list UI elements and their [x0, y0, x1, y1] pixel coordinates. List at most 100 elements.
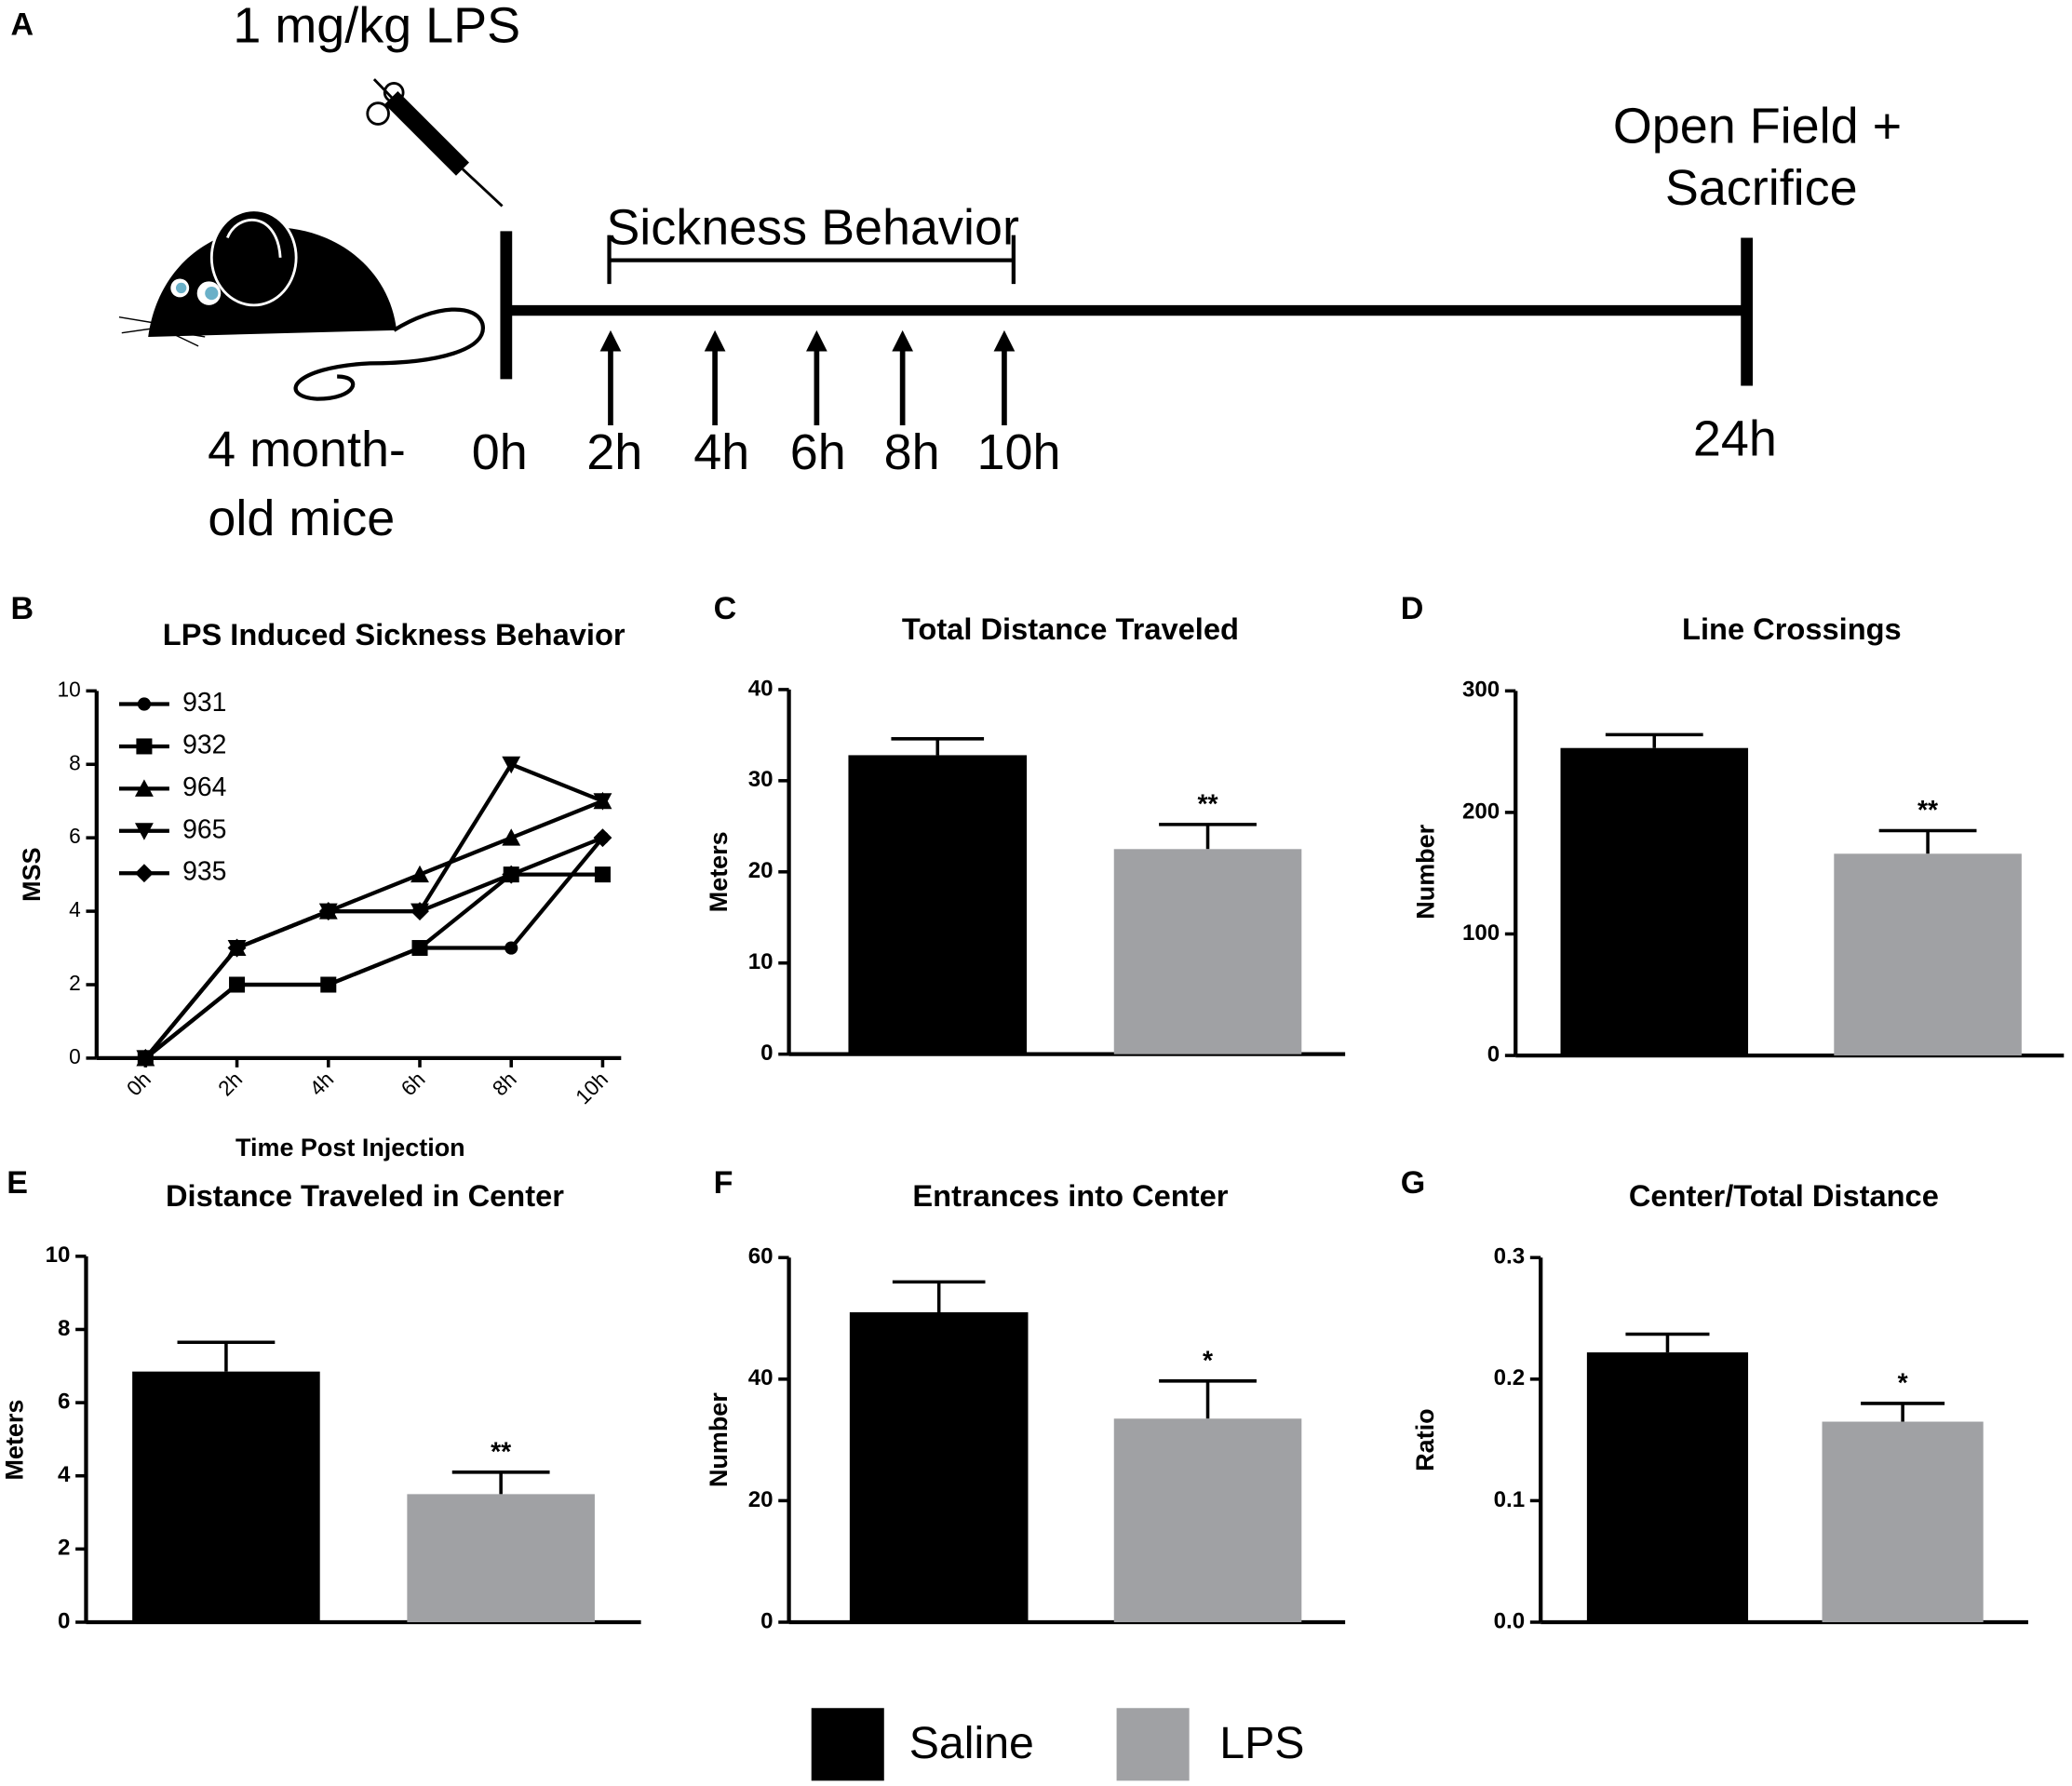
series-line: [143, 836, 604, 1060]
time-label: 0h: [472, 424, 528, 480]
marker: [318, 902, 338, 921]
y-axis-label: MSS: [18, 847, 46, 901]
y-axis-label: Number: [705, 1392, 733, 1487]
legend-label: 931: [182, 688, 226, 718]
subject-label: old mice: [208, 490, 395, 546]
x-tick-label: 4h: [304, 1067, 338, 1100]
panel-label: E: [7, 1165, 28, 1201]
time-label: 8h: [884, 424, 940, 480]
x-tick-label: 6h: [396, 1067, 429, 1100]
marker: [137, 697, 152, 711]
y-tick-label: 0: [760, 1041, 773, 1066]
chart-title: Center/Total Distance: [1629, 1178, 1939, 1213]
marker: [502, 756, 521, 774]
y-tick-label: 10: [58, 677, 81, 701]
chart-title: Distance Traveled in Center: [166, 1178, 564, 1213]
chart-title: Line Crossings: [1682, 611, 1902, 646]
y-tick-label: 0.2: [1494, 1365, 1526, 1390]
timeline-panel: A 1 mg/kg LPS 4 month- old mice Open Fie…: [11, 0, 1903, 546]
y-tick-label: 6: [69, 824, 81, 848]
bar: [132, 1371, 320, 1622]
y-axis-label: Meters: [0, 1400, 28, 1481]
x-axis-label: Time Post Injection: [235, 1134, 465, 1162]
y-tick-label: 40: [748, 1365, 774, 1390]
bar: [1560, 747, 1749, 1056]
legend-label: 935: [182, 857, 226, 887]
time-label: 2h: [586, 424, 642, 480]
legend-swatch: [1116, 1708, 1190, 1781]
series-line: [144, 872, 603, 1060]
significance-label: *: [1898, 1369, 1909, 1399]
subject-label: 4 month-: [208, 422, 406, 477]
x-tick-label: 2h: [213, 1067, 247, 1100]
endpoint-label: Sacrifice: [1665, 160, 1858, 216]
y-tick-label: 200: [1462, 799, 1500, 824]
marker: [593, 793, 612, 811]
chart-title: Entrances into Center: [912, 1178, 1228, 1213]
y-axis-label: Ratio: [1411, 1408, 1439, 1470]
bar: [1586, 1352, 1749, 1622]
y-tick-label: 4: [58, 1462, 71, 1487]
marker: [502, 865, 521, 884]
legend-label: 964: [182, 772, 226, 802]
marker: [320, 976, 337, 993]
y-tick-label: 40: [748, 676, 774, 701]
panel-label: A: [11, 7, 34, 42]
marker: [505, 941, 518, 955]
timeline-lines: [500, 231, 1754, 426]
x-tick-label: 0h: [122, 1067, 155, 1100]
y-tick-label: 20: [748, 858, 774, 883]
legend: Saline LPS: [811, 1708, 1304, 1781]
y-tick-label: 0.1: [1494, 1487, 1526, 1512]
y-tick-label: 20: [748, 1487, 774, 1512]
y-tick-label: 100: [1462, 920, 1500, 946]
y-tick-label: 0: [69, 1044, 81, 1068]
time-label: 6h: [790, 424, 846, 480]
bar: [848, 755, 1028, 1054]
y-tick-label: 0: [58, 1608, 70, 1633]
y-tick-label: 0: [760, 1608, 773, 1633]
bar: [1113, 849, 1302, 1054]
y-tick-label: 10: [748, 949, 774, 974]
marker: [227, 938, 247, 958]
bar: [407, 1494, 595, 1622]
bar: [1822, 1421, 1984, 1622]
significance-label: **: [491, 1437, 512, 1467]
time-label: 24h: [1693, 411, 1777, 467]
syringe-icon: [366, 78, 504, 208]
time-label: 4h: [693, 424, 749, 480]
y-tick-label: 8: [69, 750, 81, 774]
dose-label: 1 mg/kg LPS: [233, 0, 520, 53]
y-tick-label: 2: [69, 971, 81, 995]
chart-panel: G Center/Total Distance Ratio 0.0 0.1 0.2 0.3 *: [1401, 1165, 2028, 1633]
y-tick-label: 0: [1487, 1041, 1500, 1067]
chart-title: LPS Induced Sickness Behavior: [163, 617, 626, 651]
legend-label: LPS: [1219, 1718, 1304, 1768]
significance-label: **: [1197, 789, 1218, 819]
panel-label: F: [714, 1165, 733, 1201]
y-tick-label: 30: [748, 767, 774, 792]
marker: [134, 823, 154, 840]
y-tick-label: 60: [748, 1244, 774, 1269]
legend-label: 932: [182, 730, 226, 759]
y-tick-label: 10: [46, 1242, 71, 1268]
chart-title: Total Distance Traveled: [902, 611, 1239, 646]
y-tick-label: 0.0: [1494, 1608, 1526, 1633]
time-label: 10h: [977, 424, 1061, 480]
x-tick-label: 10h: [571, 1067, 612, 1108]
bar: [1113, 1418, 1302, 1622]
panel-label: C: [714, 591, 737, 626]
x-tick-label: 8h: [488, 1067, 521, 1100]
marker: [136, 1048, 155, 1068]
chart-panel: F Entrances into Center Number 0 20 40 60 *: [705, 1165, 1346, 1633]
panel-label: G: [1401, 1165, 1425, 1201]
chart-panel: D Line Crossings Number 0 100 200 300 **: [1401, 591, 2065, 1067]
marker: [410, 865, 429, 883]
y-axis-label: Meters: [705, 831, 733, 912]
marker: [136, 738, 153, 755]
legend-label: Saline: [909, 1718, 1034, 1768]
panel-label: B: [11, 591, 34, 626]
marker: [593, 828, 612, 848]
marker: [134, 864, 154, 883]
